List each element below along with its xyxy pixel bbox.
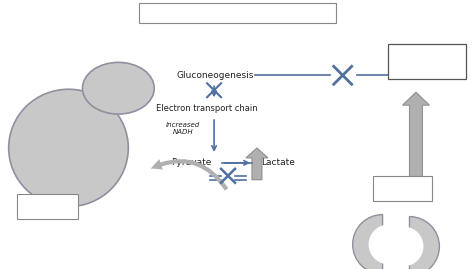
Text: Metformin-associated lactate accumulation: Metformin-associated lactate accumulatio… — [146, 8, 328, 17]
Text: Liver
failure: Liver failure — [34, 197, 61, 216]
Polygon shape — [246, 148, 268, 180]
FancyArrowPatch shape — [151, 159, 228, 191]
Wedge shape — [410, 217, 439, 270]
Text: Electron transport chain: Electron transport chain — [156, 104, 258, 113]
Text: Lactate: Lactate — [261, 158, 295, 167]
Ellipse shape — [9, 89, 128, 207]
Wedge shape — [369, 225, 389, 264]
Text: Pyruvate: Pyruvate — [171, 158, 211, 167]
Text: Metformin
accumulation: Metformin accumulation — [396, 52, 457, 71]
Text: Gluconeogenesis: Gluconeogenesis — [176, 71, 254, 80]
Wedge shape — [403, 227, 423, 266]
Polygon shape — [402, 92, 429, 185]
Text: Increased
NADH: Increased NADH — [166, 122, 201, 134]
FancyBboxPatch shape — [17, 194, 78, 219]
Text: Kidney
failure: Kidney failure — [388, 179, 417, 198]
Wedge shape — [353, 215, 383, 270]
FancyBboxPatch shape — [139, 3, 336, 23]
FancyBboxPatch shape — [373, 176, 432, 201]
Ellipse shape — [82, 62, 154, 114]
FancyBboxPatch shape — [388, 44, 466, 79]
